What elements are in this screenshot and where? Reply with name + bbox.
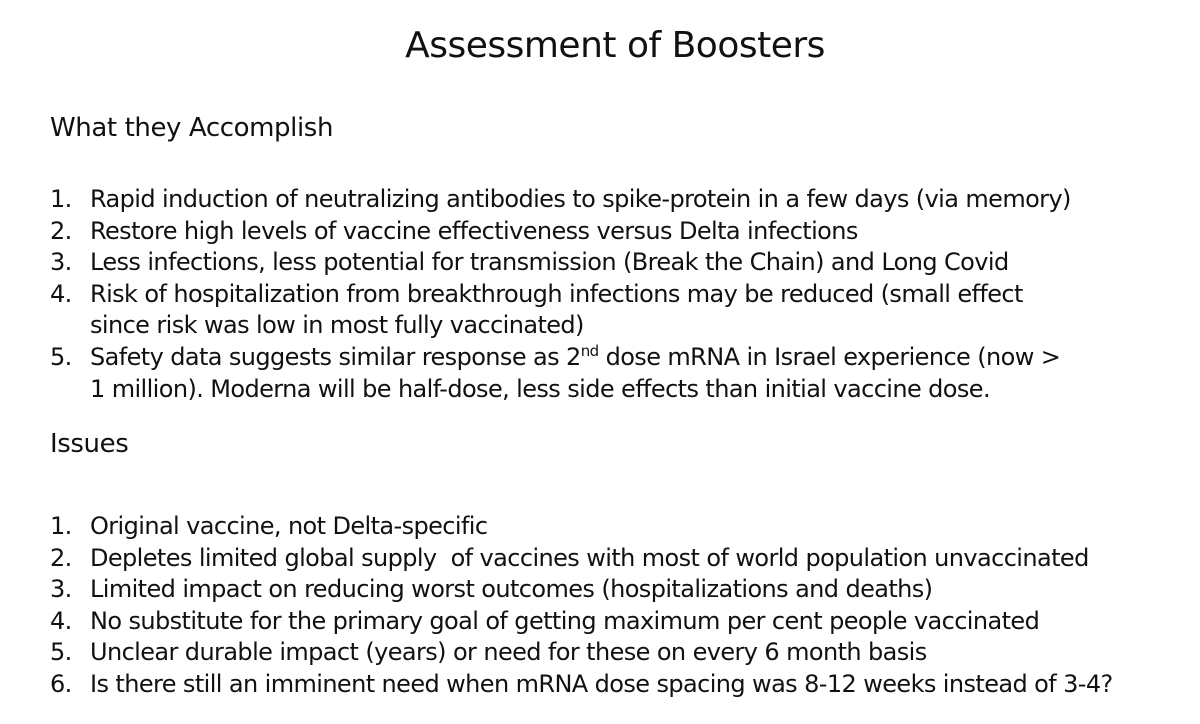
item-number: 4.	[50, 606, 72, 635]
item-number: 3.	[50, 575, 72, 604]
item-number: 5.	[50, 342, 72, 371]
section-heading-accomplish: What they Accomplish	[50, 113, 334, 143]
item-number: 1.	[50, 512, 72, 540]
accomplish-item-5: 5. Safety data suggests similar response…	[50, 342, 1180, 405]
item-text: No substitute for the primary goal of ge…	[90, 606, 1040, 635]
accomplish-list: 1. Rapid induction of neutralizing antib…	[50, 184, 1180, 405]
slide-title: Assessment of Boosters	[405, 25, 825, 66]
issues-item-4: 4. No substitute for the primary goal of…	[50, 606, 1180, 638]
item-number: 3.	[50, 248, 72, 277]
item-text-line-2: 1 million). Moderna will be half-dose, l…	[90, 374, 991, 403]
item-text: Depletes limited global supply of vaccin…	[90, 543, 1089, 572]
item-number: 4.	[50, 279, 72, 308]
item-text: Original vaccine, not Delta-specific	[90, 512, 488, 540]
item-text-line-1: Safety data suggests similar response as…	[90, 342, 1180, 374]
item-text-post: dose mRNA in Israel experience (now >	[598, 342, 1061, 371]
issues-item-6: 6. Is there still an imminent need when …	[50, 669, 1180, 701]
item-text-line-2: since risk was low in most fully vaccina…	[90, 311, 584, 340]
item-number: 2.	[50, 216, 72, 245]
item-text: Risk of hospitalization from breakthroug…	[90, 279, 1180, 342]
issues-item-2: 2. Depletes limited global supply of vac…	[50, 543, 1180, 575]
ordinal-suffix: nd	[580, 341, 599, 360]
accomplish-item-1: 1. Rapid induction of neutralizing antib…	[50, 184, 1180, 216]
item-number: 5.	[50, 638, 72, 667]
item-text-pre: Safety data suggests similar response as…	[90, 342, 581, 371]
accomplish-item-3: 3. Less infections, less potential for t…	[50, 247, 1180, 279]
item-text: Restore high levels of vaccine effective…	[90, 216, 858, 245]
item-text: Less infections, less potential for tran…	[90, 248, 1009, 277]
item-number: 1.	[50, 185, 72, 213]
item-number: 6.	[50, 669, 72, 698]
item-text: Limited impact on reducing worst outcome…	[90, 575, 933, 604]
item-text: Rapid induction of neutralizing antibodi…	[90, 185, 1071, 213]
issues-item-1: 1. Original vaccine, not Delta-specific	[50, 511, 1180, 543]
accomplish-item-4: 4. Risk of hospitalization from breakthr…	[50, 279, 1180, 342]
section-heading-issues: Issues	[50, 429, 129, 459]
issues-item-5: 5. Unclear durable impact (years) or nee…	[50, 637, 1180, 669]
item-number: 2.	[50, 543, 72, 572]
issues-item-3: 3. Limited impact on reducing worst outc…	[50, 574, 1180, 606]
item-text-line-1: Risk of hospitalization from breakthroug…	[90, 279, 1023, 308]
item-text: Is there still an imminent need when mRN…	[90, 669, 1113, 698]
issues-list: 1. Original vaccine, not Delta-specific …	[50, 511, 1180, 701]
item-text: Safety data suggests similar response as…	[90, 342, 1180, 405]
item-text: Unclear durable impact (years) or need f…	[90, 638, 927, 667]
accomplish-item-2: 2. Restore high levels of vaccine effect…	[50, 216, 1180, 248]
